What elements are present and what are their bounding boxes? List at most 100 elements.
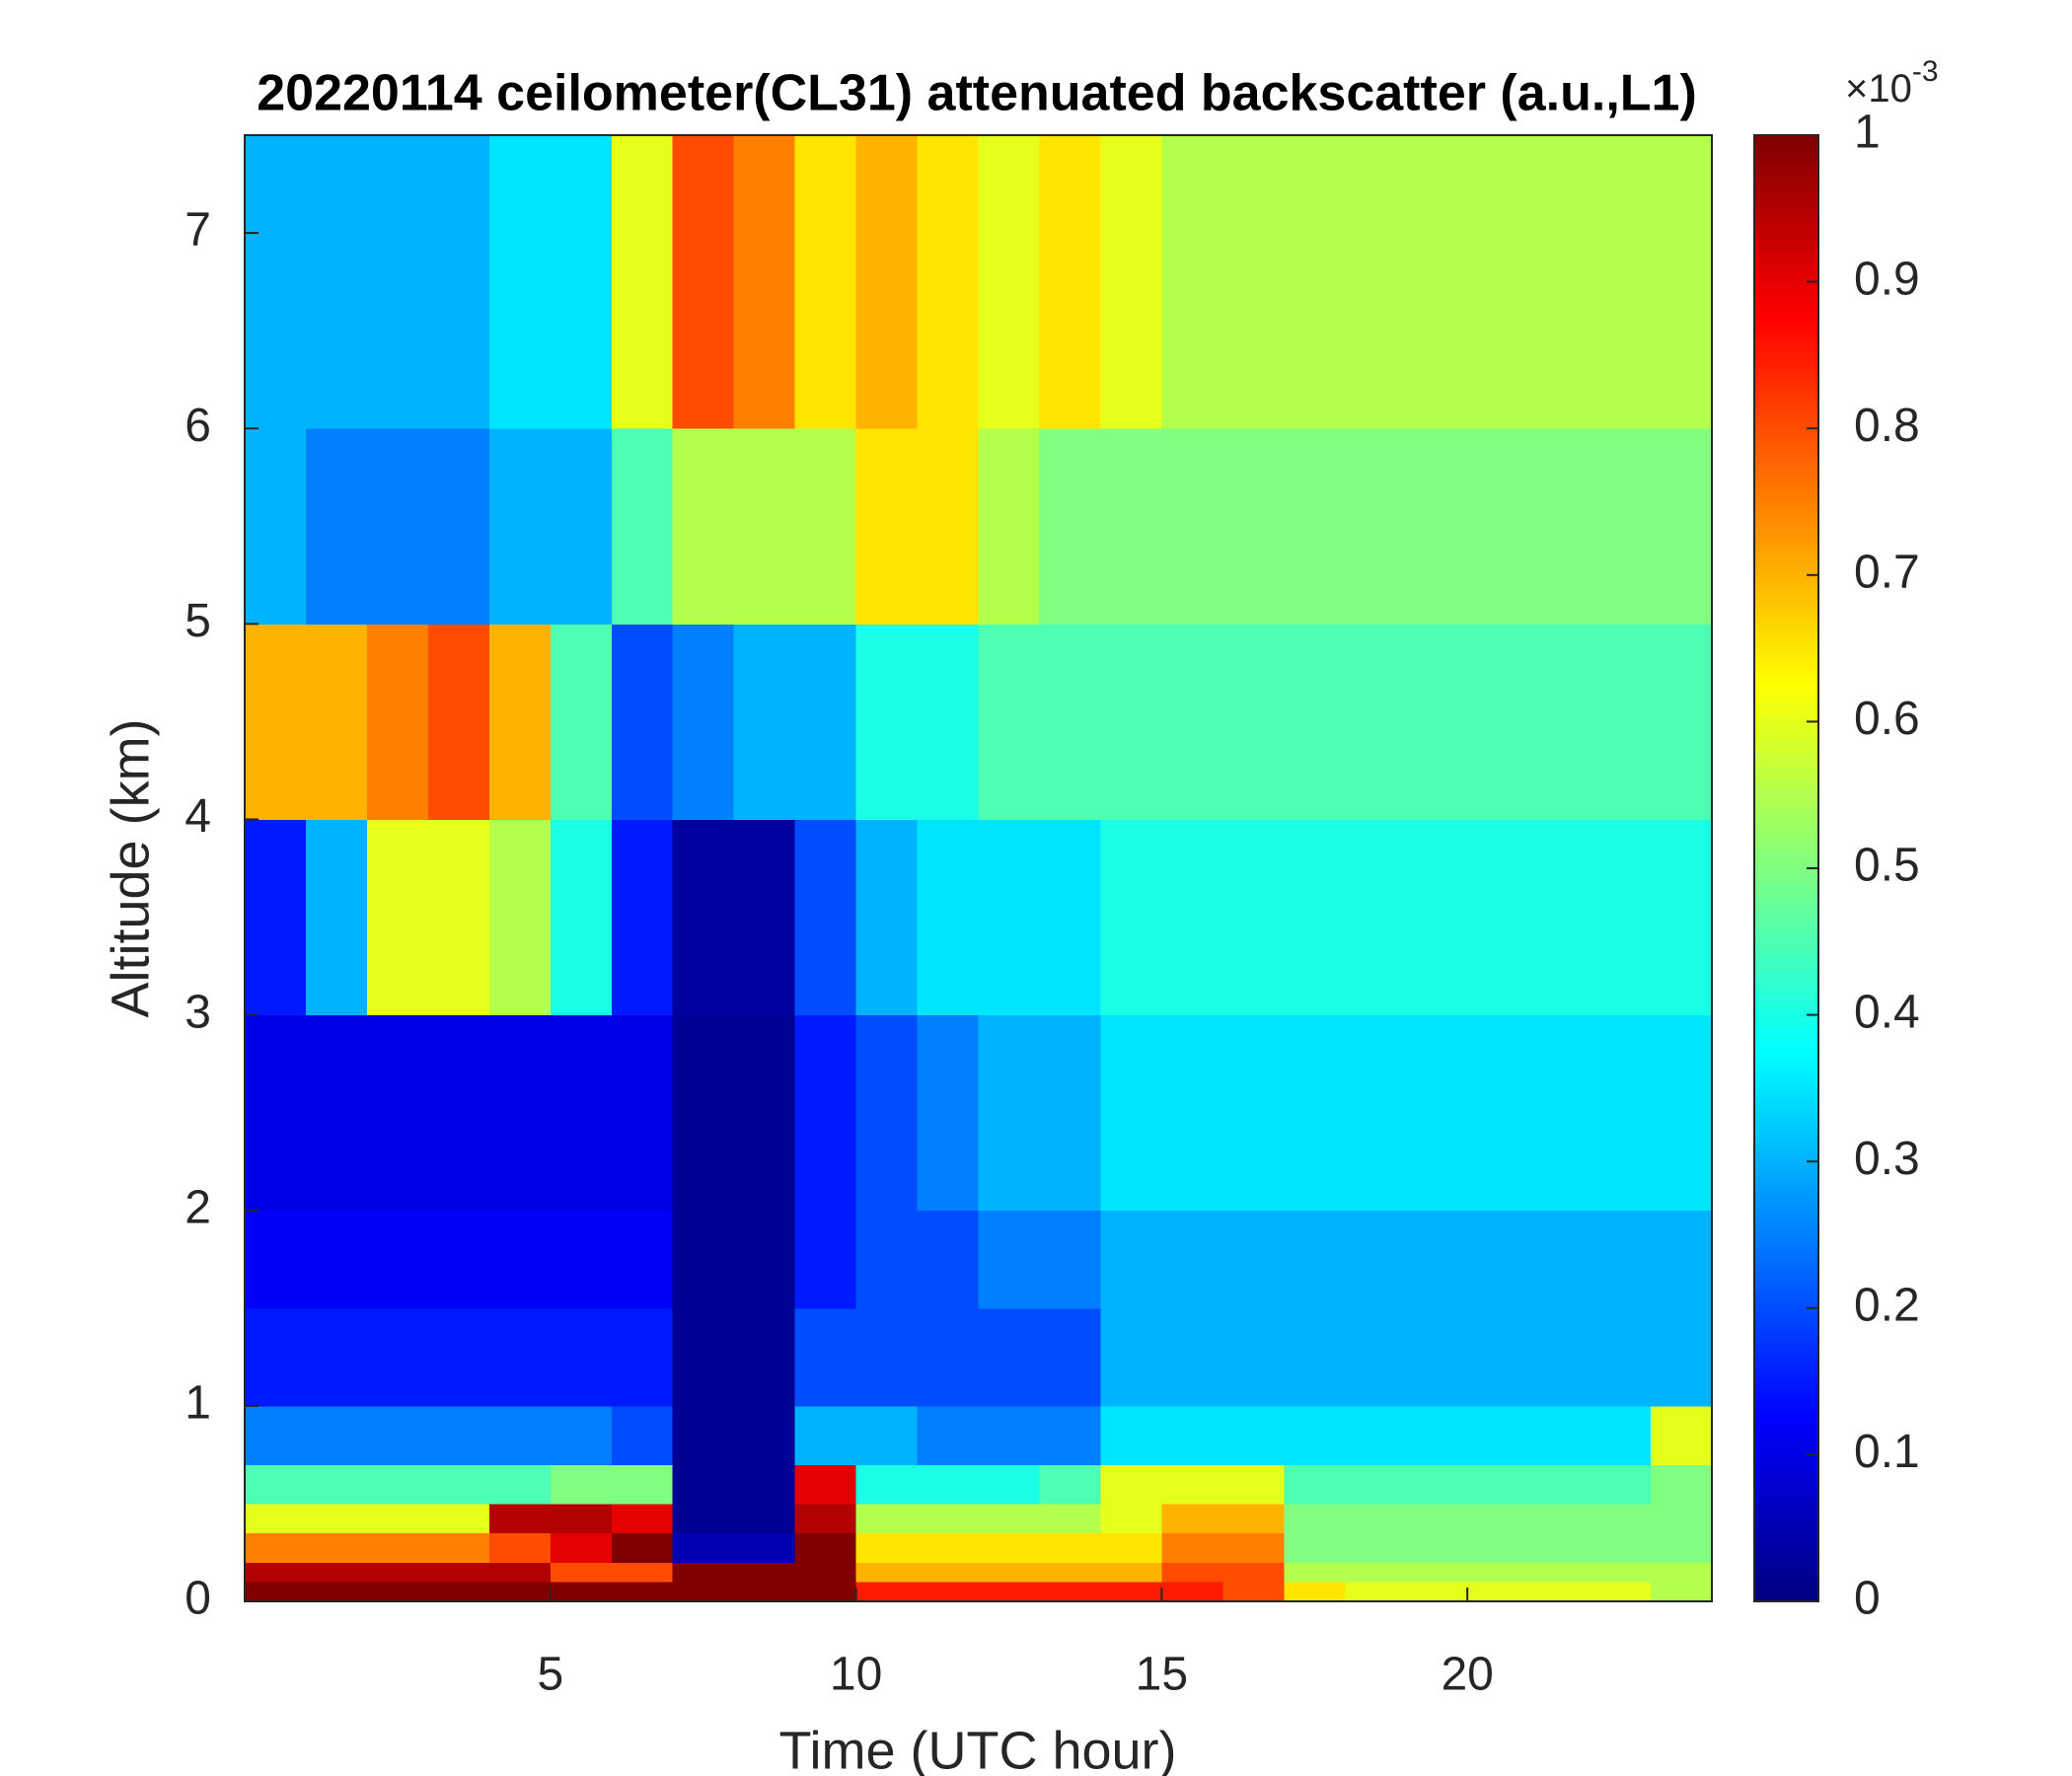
cell bbox=[1284, 819, 1346, 1016]
cell bbox=[1222, 1307, 1285, 1407]
cell bbox=[1161, 624, 1223, 820]
cell bbox=[1651, 1307, 1713, 1407]
cell bbox=[1406, 1503, 1468, 1534]
colorbar-tick-label: 1 bbox=[1854, 107, 1881, 159]
cell bbox=[427, 1014, 490, 1212]
cell bbox=[611, 1532, 674, 1563]
cell bbox=[1222, 1562, 1285, 1583]
cell bbox=[855, 819, 919, 1016]
cell bbox=[611, 624, 674, 820]
multiplier-base: ×10 bbox=[1845, 67, 1912, 111]
cell bbox=[1467, 1307, 1529, 1407]
cell bbox=[427, 1503, 490, 1534]
cell bbox=[855, 1503, 919, 1534]
cell bbox=[1467, 428, 1529, 625]
cell bbox=[427, 1464, 490, 1505]
cell bbox=[1345, 819, 1407, 1016]
cell bbox=[978, 1405, 1040, 1465]
cell bbox=[1528, 1562, 1591, 1583]
cell bbox=[488, 1562, 552, 1583]
cell bbox=[245, 819, 307, 1016]
cell bbox=[978, 1503, 1040, 1534]
cell bbox=[1222, 1210, 1285, 1309]
cell bbox=[1590, 1562, 1652, 1583]
cell bbox=[1100, 624, 1162, 820]
cell bbox=[1100, 1464, 1162, 1505]
cell bbox=[917, 819, 979, 1016]
cell bbox=[1590, 1210, 1652, 1309]
cell bbox=[733, 1532, 796, 1563]
cell bbox=[1284, 1014, 1346, 1212]
cell bbox=[1100, 1210, 1162, 1309]
cell bbox=[1467, 1503, 1529, 1534]
cell bbox=[305, 1562, 368, 1583]
cell bbox=[1039, 1210, 1101, 1309]
y-axis-label: Altitude (km) bbox=[101, 718, 160, 1017]
cell bbox=[978, 1464, 1040, 1505]
cell bbox=[1406, 1532, 1468, 1563]
cell bbox=[1467, 1405, 1529, 1465]
cell bbox=[1651, 1210, 1713, 1309]
cell bbox=[1284, 428, 1346, 625]
cell bbox=[917, 1503, 979, 1534]
cell bbox=[1590, 624, 1652, 820]
colorbar-tick-label: 0.2 bbox=[1854, 1279, 1920, 1331]
cell bbox=[1345, 1210, 1407, 1309]
cell bbox=[978, 1582, 1040, 1602]
cell bbox=[245, 428, 307, 625]
cell bbox=[427, 1582, 490, 1602]
cell bbox=[855, 1210, 919, 1309]
cell bbox=[1406, 1582, 1468, 1602]
y-tick-label: 5 bbox=[185, 595, 211, 647]
cell bbox=[1222, 624, 1285, 820]
cell bbox=[1651, 135, 1713, 429]
cell bbox=[1345, 1582, 1407, 1602]
cell bbox=[1100, 1503, 1162, 1534]
chart-title: 20220114 ceilometer(CL31) attenuated bac… bbox=[257, 65, 1697, 122]
cell bbox=[733, 135, 796, 429]
colorbar-tick-label: 0.1 bbox=[1854, 1426, 1920, 1478]
cell bbox=[488, 1014, 552, 1212]
cell bbox=[245, 1014, 307, 1212]
cell bbox=[1222, 135, 1285, 429]
cell bbox=[1590, 1014, 1652, 1212]
cell bbox=[1590, 819, 1652, 1016]
cell bbox=[733, 624, 796, 820]
cell bbox=[855, 1582, 919, 1602]
cell bbox=[305, 1307, 368, 1407]
cell bbox=[245, 624, 307, 820]
cell bbox=[550, 1210, 613, 1309]
x-tick-label: 15 bbox=[1136, 1649, 1188, 1701]
cell bbox=[794, 1405, 857, 1465]
cell bbox=[1161, 1582, 1223, 1602]
cell bbox=[978, 1532, 1040, 1563]
y-tick-label: 1 bbox=[185, 1377, 211, 1430]
cell bbox=[1284, 1562, 1346, 1583]
cell bbox=[611, 1503, 674, 1534]
cell bbox=[245, 1562, 307, 1583]
cell bbox=[855, 1562, 919, 1583]
cell bbox=[1039, 1405, 1101, 1465]
cell bbox=[978, 1210, 1040, 1309]
cell bbox=[1161, 428, 1223, 625]
cell bbox=[1406, 1562, 1468, 1583]
cell bbox=[1100, 1532, 1162, 1563]
cell bbox=[1039, 1503, 1101, 1534]
cell bbox=[855, 1405, 919, 1465]
cell bbox=[917, 1532, 979, 1563]
cell bbox=[305, 428, 368, 625]
x-tick-label: 20 bbox=[1441, 1649, 1493, 1701]
cell bbox=[1161, 1532, 1223, 1563]
cell bbox=[978, 1562, 1040, 1583]
cell bbox=[794, 1532, 857, 1563]
cell bbox=[488, 1532, 552, 1563]
cell bbox=[1467, 1210, 1529, 1309]
cell bbox=[245, 1405, 307, 1465]
cell bbox=[917, 1582, 979, 1602]
cell bbox=[1406, 1464, 1468, 1505]
cell bbox=[917, 1405, 979, 1465]
cell bbox=[794, 1307, 857, 1407]
cell bbox=[1345, 428, 1407, 625]
colorbar-tick-label: 0.3 bbox=[1854, 1133, 1920, 1185]
